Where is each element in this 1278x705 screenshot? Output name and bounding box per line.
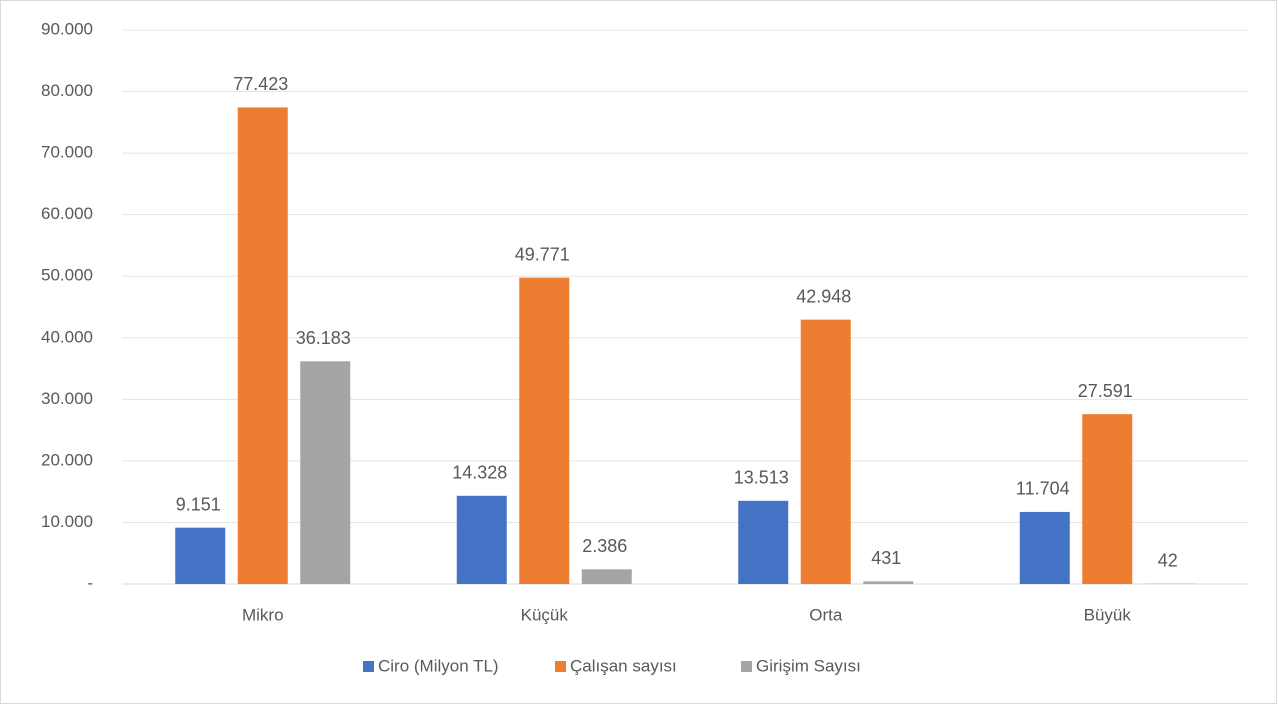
bar	[581, 569, 632, 584]
bar	[1082, 414, 1133, 584]
bar	[456, 495, 507, 584]
y-tick-label: 70.000	[41, 143, 93, 162]
data-label: 42	[1158, 550, 1178, 570]
y-tick-label: -	[87, 573, 93, 592]
data-label: 9.151	[176, 494, 221, 514]
y-tick-label: 30.000	[41, 389, 93, 408]
bar	[237, 107, 288, 584]
x-tick-label: Mikro	[242, 605, 284, 624]
data-label: 431	[871, 548, 901, 568]
y-tick-label: 40.000	[41, 327, 93, 346]
data-label: 2.386	[582, 536, 627, 556]
bar	[300, 361, 351, 584]
data-label: 42.948	[796, 286, 851, 306]
data-label: 36.183	[296, 328, 351, 348]
y-tick-label: 60.000	[41, 204, 93, 223]
data-label: 27.591	[1078, 381, 1133, 401]
data-label: 13.513	[734, 468, 789, 488]
y-tick-label: 80.000	[41, 81, 93, 100]
legend-label: Ciro (Milyon TL)	[378, 656, 499, 675]
legend-swatch	[555, 661, 566, 672]
x-tick-label: Büyük	[1084, 605, 1132, 624]
bar	[519, 277, 570, 584]
legend-label: Çalışan sayısı	[570, 656, 677, 675]
bar	[1019, 511, 1070, 584]
data-label: 77.423	[233, 74, 288, 94]
bar	[175, 527, 226, 584]
y-tick-label: 50.000	[41, 266, 93, 285]
legend-swatch	[741, 661, 752, 672]
y-tick-label: 10.000	[41, 512, 93, 531]
legend-swatch	[363, 661, 374, 672]
data-label: 14.328	[452, 463, 507, 483]
x-tick-label: Orta	[809, 605, 843, 624]
data-label: 11.704	[1016, 479, 1070, 499]
bar	[738, 500, 789, 584]
y-tick-label: 20.000	[41, 450, 93, 469]
y-tick-label: 90.000	[41, 19, 93, 38]
bar	[800, 319, 851, 584]
legend-label: Girişim Sayısı	[756, 656, 861, 675]
x-tick-label: Küçük	[521, 605, 569, 624]
bar	[863, 581, 914, 584]
data-label: 49.771	[515, 244, 570, 264]
